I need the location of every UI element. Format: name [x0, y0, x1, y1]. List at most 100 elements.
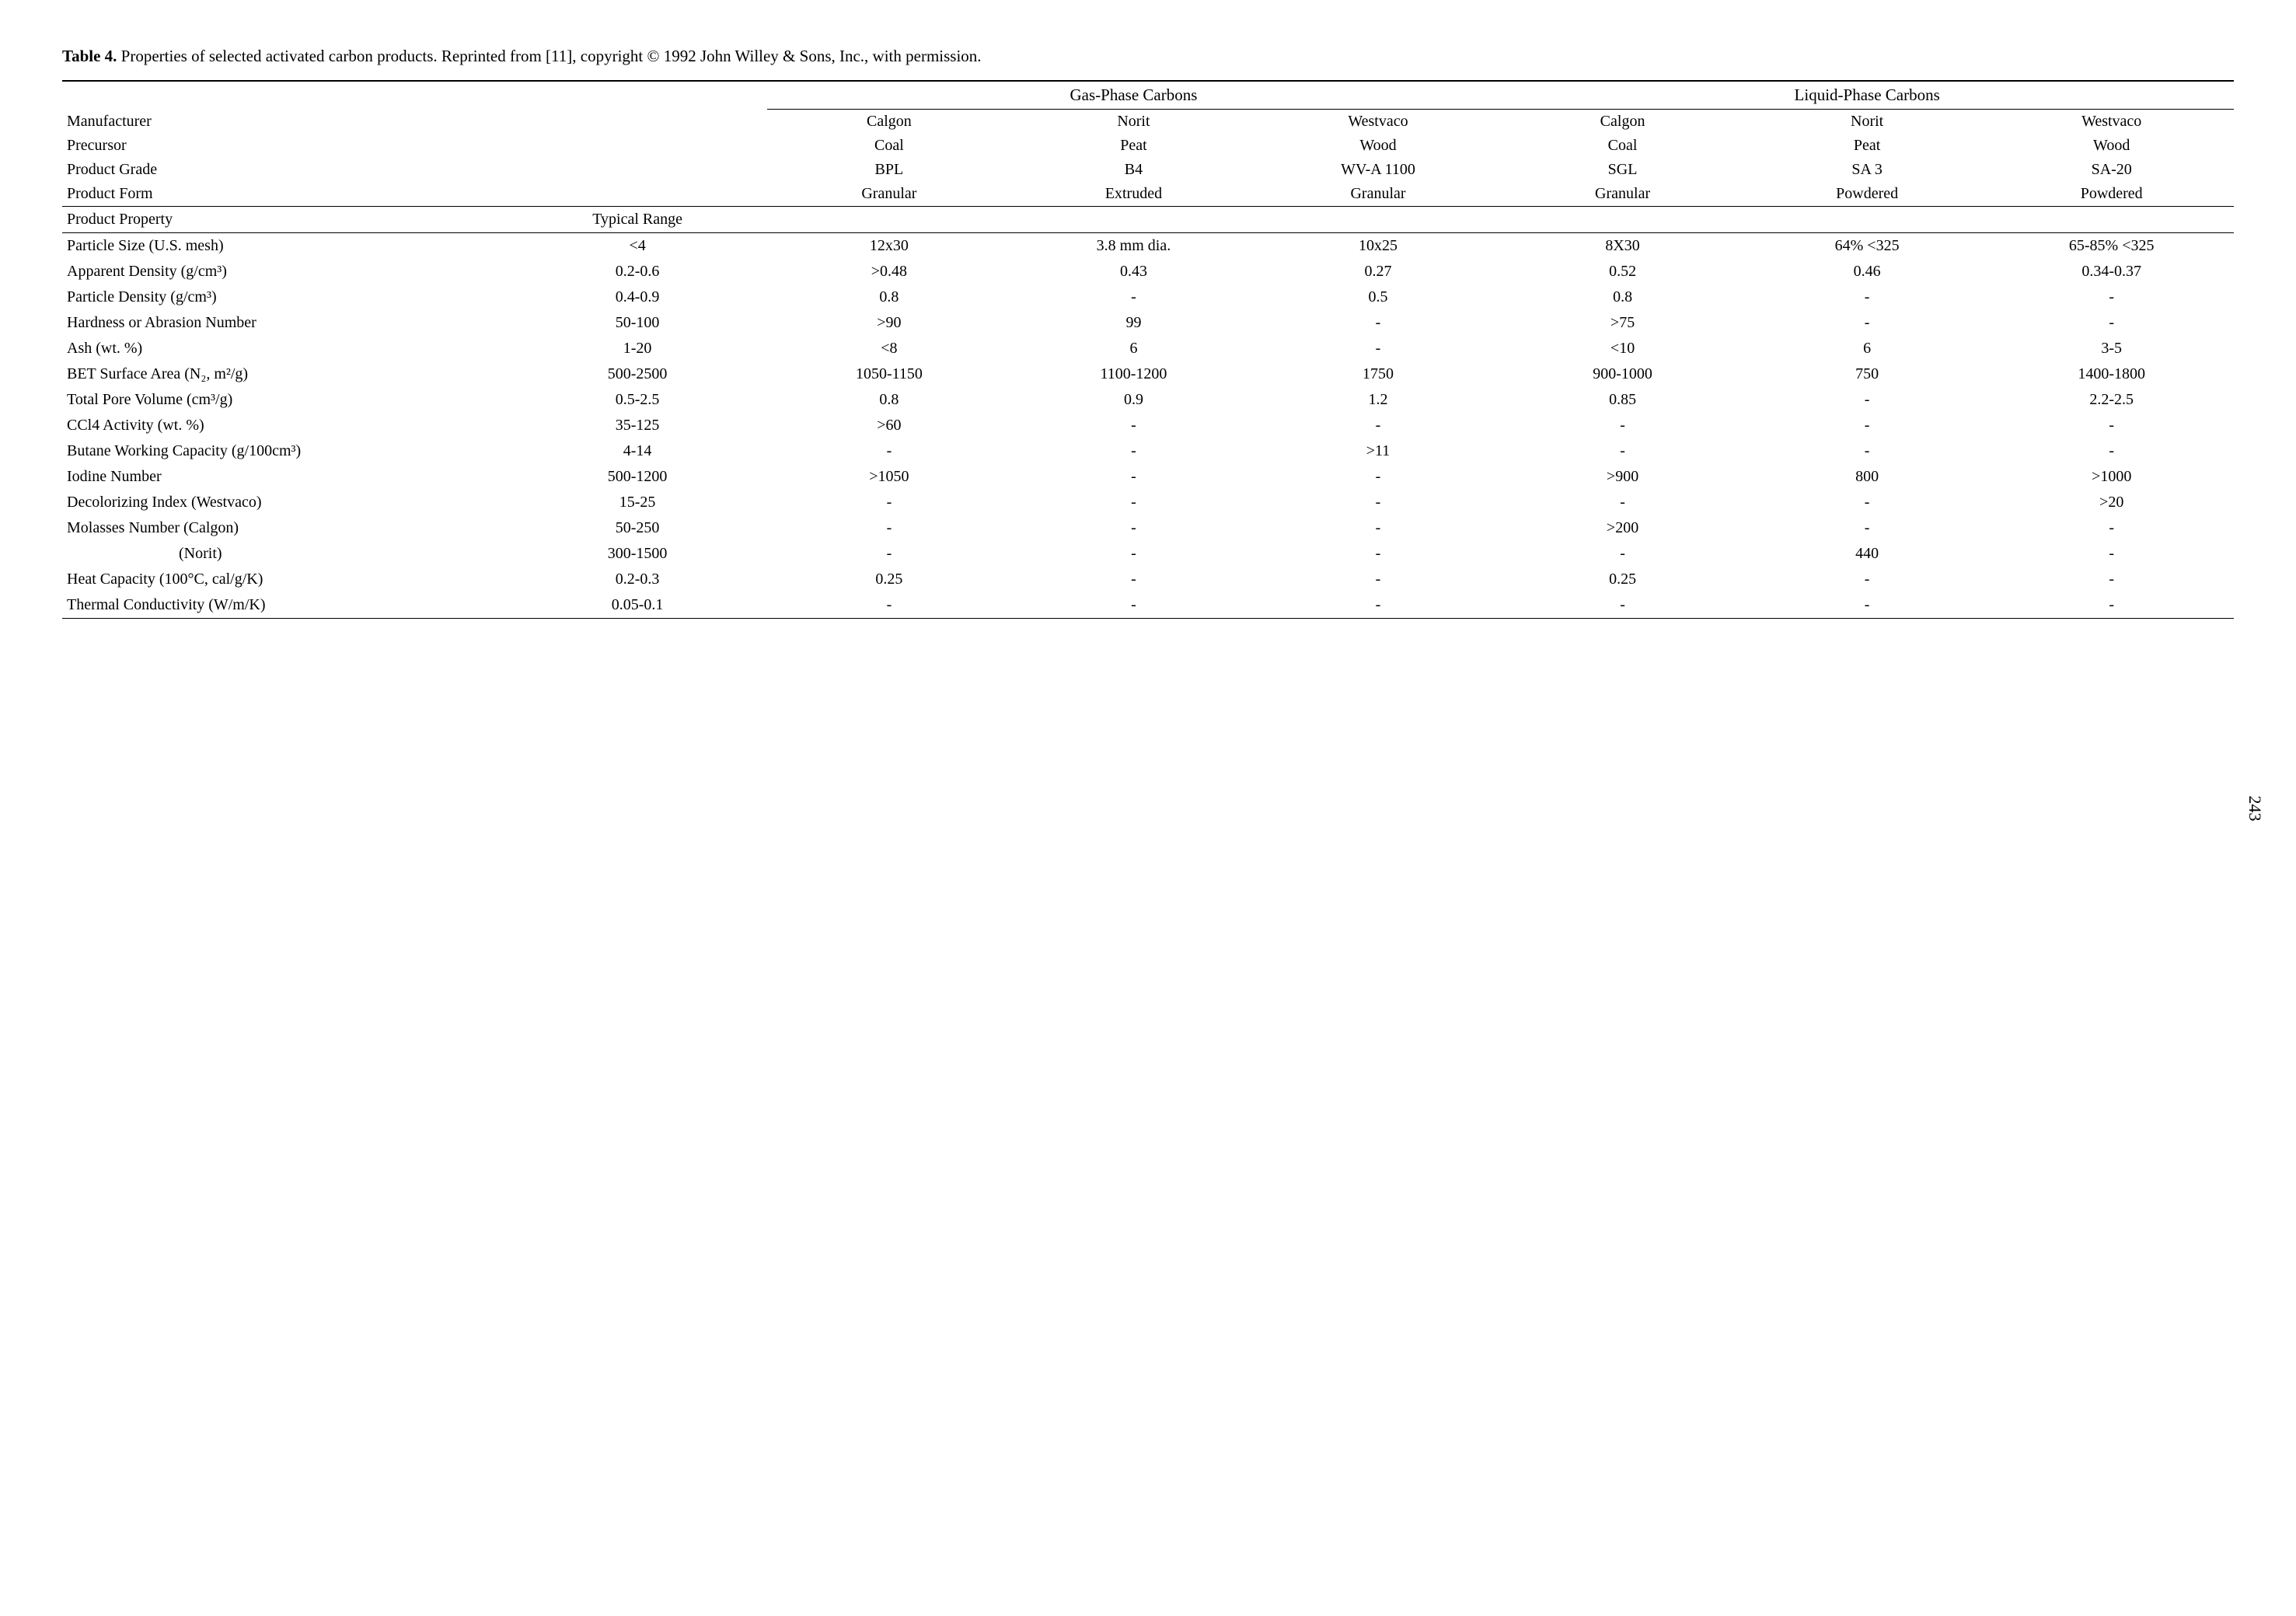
header-cell: Peat	[1745, 134, 1990, 158]
data-cell: 1100-1200	[1011, 361, 1256, 387]
data-cell: 64% <325	[1745, 233, 1990, 260]
data-cell: >75	[1500, 310, 1745, 336]
data-cell: >90	[767, 310, 1012, 336]
bottom-rule	[62, 619, 2234, 620]
property-label: Butane Working Capacity (g/100cm³)	[62, 438, 508, 464]
data-cell: -	[1989, 310, 2234, 336]
header-row: ManufacturerCalgonNoritWestvacoCalgonNor…	[62, 110, 2234, 134]
header-cell: Westvaco	[1256, 110, 1501, 134]
typical-range-cell: 500-1200	[508, 464, 767, 490]
typical-range-cell: 50-250	[508, 515, 767, 541]
table-row: CCl4 Activity (wt. %)35-125>60-----	[62, 413, 2234, 438]
property-label: (Norit)	[62, 541, 508, 567]
data-cell: -	[1256, 592, 1501, 619]
data-cell: -	[767, 490, 1012, 515]
data-cell: >0.48	[767, 259, 1012, 284]
data-cell: <8	[767, 336, 1012, 361]
data-cell: -	[1011, 515, 1256, 541]
header-row-label: Product Form	[62, 182, 508, 207]
property-label: BET Surface Area (N₂, m²/g)	[62, 361, 508, 387]
blank-cell	[508, 158, 767, 182]
header-cell: Wood	[1989, 134, 2234, 158]
property-label: CCl4 Activity (wt. %)	[62, 413, 508, 438]
table-caption: Table 4. Properties of selected activate…	[62, 47, 2234, 66]
data-cell: -	[1500, 541, 1745, 567]
property-label: Decolorizing Index (Westvaco)	[62, 490, 508, 515]
table-row: Iodine Number500-1200>1050-->900800>1000	[62, 464, 2234, 490]
data-cell: 440	[1745, 541, 1990, 567]
typical-range-cell: <4	[508, 233, 767, 260]
data-cell: -	[1745, 567, 1990, 592]
typical-range-cell: 50-100	[508, 310, 767, 336]
data-cell: -	[767, 515, 1012, 541]
data-cell: -	[1500, 413, 1745, 438]
data-cell: -	[1500, 592, 1745, 619]
data-cell: 0.8	[767, 284, 1012, 310]
data-cell: -	[1745, 310, 1990, 336]
header-cell: Coal	[767, 134, 1012, 158]
data-cell: -	[1989, 438, 2234, 464]
blank-cell	[508, 81, 767, 110]
data-cell: 900-1000	[1500, 361, 1745, 387]
data-cell: >60	[767, 413, 1012, 438]
typical-range-cell: 500-2500	[508, 361, 767, 387]
table-row: Decolorizing Index (Westvaco)15-25----->…	[62, 490, 2234, 515]
data-cell: -	[1256, 490, 1501, 515]
data-cell: -	[1011, 490, 1256, 515]
caption-label: Table 4.	[62, 47, 117, 65]
data-cell: <10	[1500, 336, 1745, 361]
table-row: Thermal Conductivity (W/m/K)0.05-0.1----…	[62, 592, 2234, 619]
property-label: Heat Capacity (100°C, cal/g/K)	[62, 567, 508, 592]
property-label: Ash (wt. %)	[62, 336, 508, 361]
data-cell: -	[1011, 592, 1256, 619]
data-cell: -	[1745, 284, 1990, 310]
table-row: (Norit)300-1500----440-	[62, 541, 2234, 567]
header-row-label: Manufacturer	[62, 110, 508, 134]
header-cell: SA-20	[1989, 158, 2234, 182]
table-row: Butane Working Capacity (g/100cm³)4-14--…	[62, 438, 2234, 464]
header-cell: Peat	[1011, 134, 1256, 158]
header-cell: Norit	[1745, 110, 1990, 134]
typical-range-cell: 15-25	[508, 490, 767, 515]
header-cell: Granular	[1500, 182, 1745, 207]
header-cell: Granular	[1256, 182, 1501, 207]
data-cell: 0.25	[1500, 567, 1745, 592]
table-row: Particle Density (g/cm³)0.4-0.90.8-0.50.…	[62, 284, 2234, 310]
header-row: Product FormGranularExtrudedGranularGran…	[62, 182, 2234, 207]
table-row: Particle Size (U.S. mesh)<412x303.8 mm d…	[62, 233, 2234, 260]
data-cell: 0.85	[1500, 387, 1745, 413]
data-cell: 1050-1150	[767, 361, 1012, 387]
header-row-label: Precursor	[62, 134, 508, 158]
table-row: Hardness or Abrasion Number50-100>9099->…	[62, 310, 2234, 336]
data-cell: 3.8 mm dia.	[1011, 233, 1256, 260]
typical-range-cell: 0.2-0.6	[508, 259, 767, 284]
blank-cell	[62, 81, 508, 110]
header-cell: Calgon	[1500, 110, 1745, 134]
data-cell: -	[1256, 310, 1501, 336]
typical-range-cell: 0.4-0.9	[508, 284, 767, 310]
data-cell: 0.5	[1256, 284, 1501, 310]
data-cell: >900	[1500, 464, 1745, 490]
data-cell: 0.8	[767, 387, 1012, 413]
data-cell: -	[1011, 567, 1256, 592]
header-cell: Granular	[767, 182, 1012, 207]
data-cell: 0.8	[1500, 284, 1745, 310]
property-label: Molasses Number (Calgon)	[62, 515, 508, 541]
data-cell: -	[1256, 541, 1501, 567]
header-cell: Coal	[1500, 134, 1745, 158]
data-cell: 0.52	[1500, 259, 1745, 284]
data-cell: -	[1256, 567, 1501, 592]
group-header-liquid: Liquid-Phase Carbons	[1500, 81, 2234, 110]
data-cell: 8X30	[1500, 233, 1745, 260]
table-row: Apparent Density (g/cm³)0.2-0.6>0.480.43…	[62, 259, 2234, 284]
table-row: Ash (wt. %)1-20<86-<1063-5	[62, 336, 2234, 361]
caption-text: Properties of selected activated carbon …	[117, 47, 981, 65]
data-cell: -	[1989, 284, 2234, 310]
data-cell: -	[1745, 413, 1990, 438]
property-label: Iodine Number	[62, 464, 508, 490]
data-cell: -	[1011, 464, 1256, 490]
data-cell: -	[1256, 515, 1501, 541]
data-cell: 0.9	[1011, 387, 1256, 413]
blank-cell	[767, 207, 2234, 233]
data-cell: 800	[1745, 464, 1990, 490]
